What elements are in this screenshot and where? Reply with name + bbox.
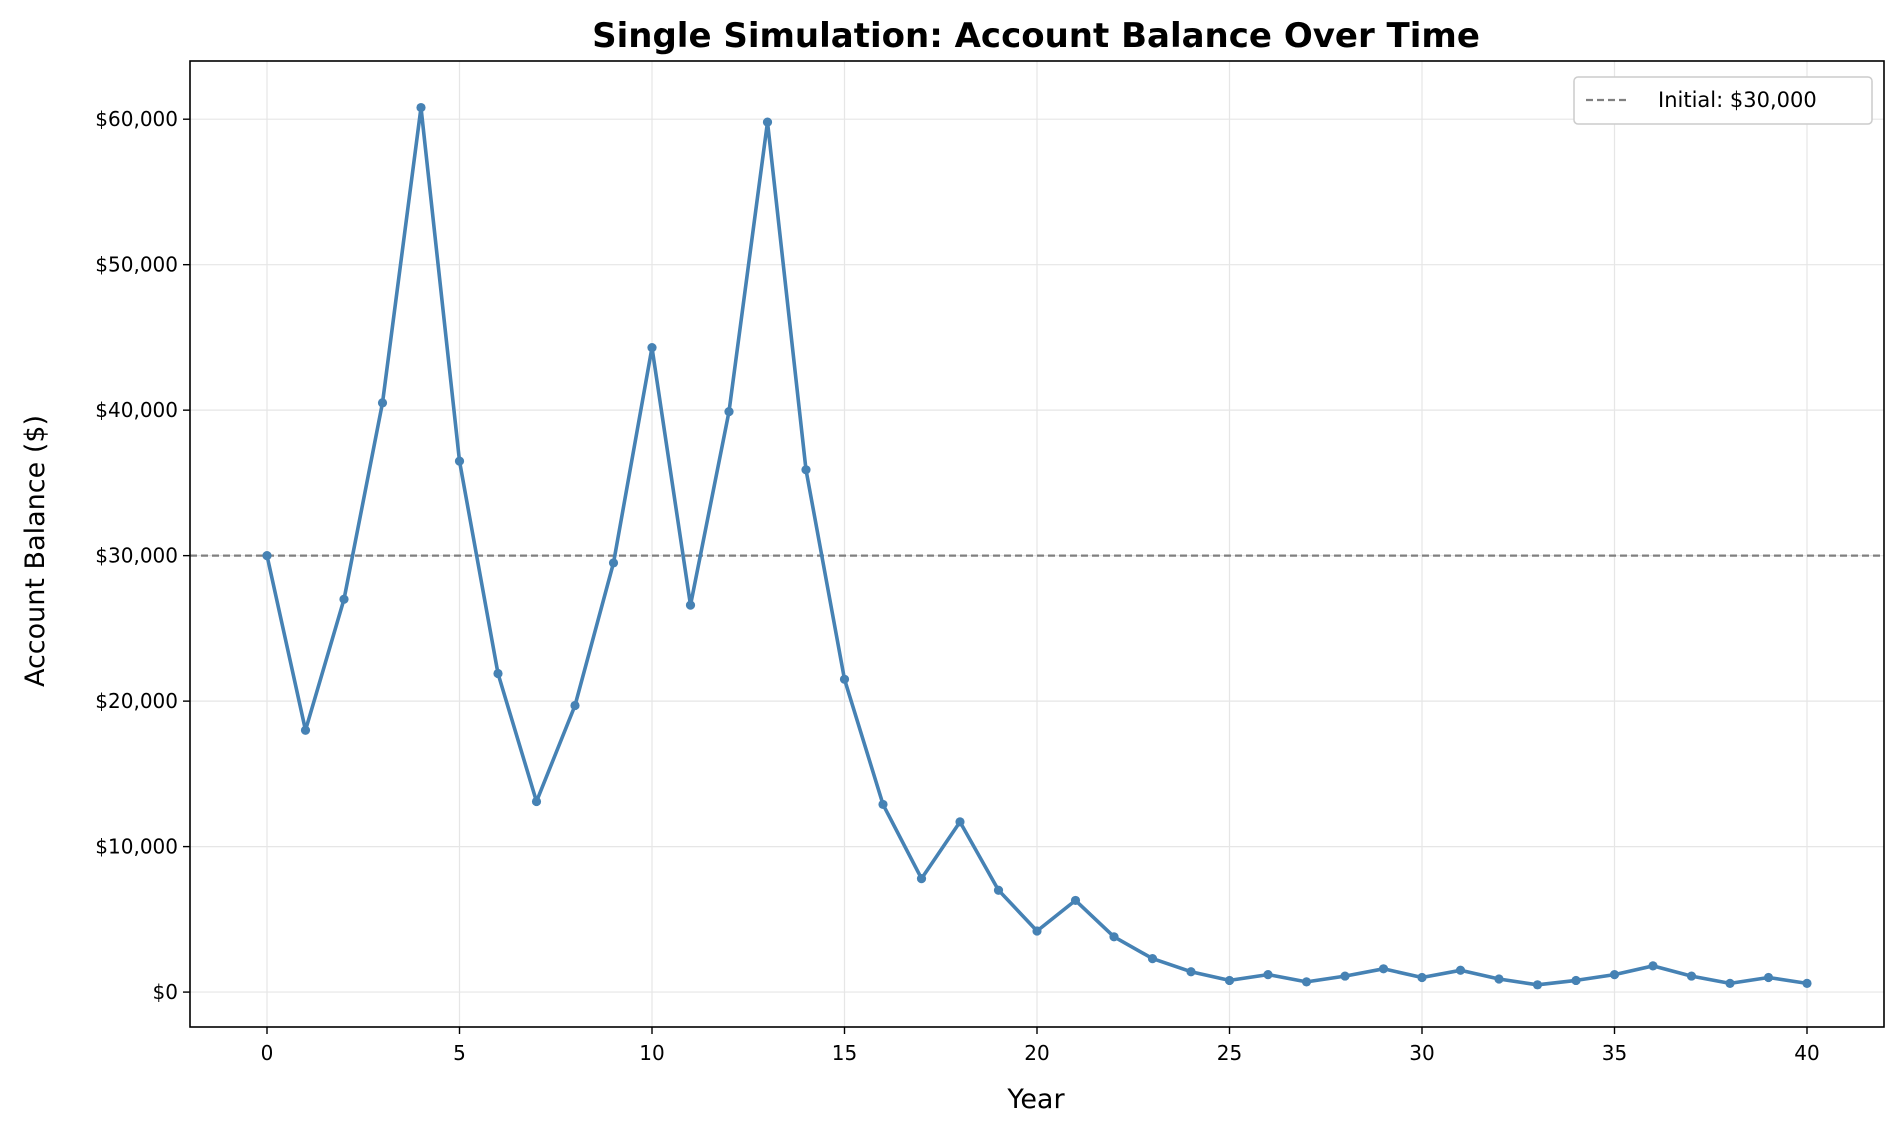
series-layer	[262, 102, 1812, 990]
data-point	[1417, 972, 1427, 983]
x-tick-label: 15	[832, 1041, 857, 1065]
data-point	[1494, 974, 1504, 984]
data-point	[878, 799, 888, 810]
data-point	[1686, 971, 1697, 981]
data-point	[647, 342, 657, 353]
x-tick-label: 30	[1409, 1041, 1434, 1065]
x-tick-label: 10	[639, 1041, 664, 1065]
y-tick-label: $30,000	[95, 544, 178, 568]
data-point	[377, 398, 388, 408]
data-point	[1070, 895, 1081, 906]
y-axis-label: Account Balance ($)	[20, 415, 51, 687]
data-point	[993, 885, 1004, 895]
x-axis-label: Year	[1006, 1084, 1065, 1115]
data-point	[1109, 932, 1119, 942]
data-point	[1186, 967, 1196, 977]
x-tick-label: 35	[1602, 1041, 1627, 1065]
axes-layer: 0 5 10 15 20 25 30 35 40 $0 $10,000 $20,000 $30,000 $…	[95, 60, 1885, 1065]
data-point	[531, 796, 542, 807]
data-point	[262, 551, 272, 561]
data-point	[724, 407, 734, 417]
data-point	[608, 558, 619, 568]
y-tick-label: $50,000	[95, 253, 178, 277]
data-point	[1340, 971, 1350, 981]
data-point	[1032, 926, 1042, 936]
y-tick-label: $40,000	[95, 398, 178, 422]
data-point	[1455, 965, 1466, 975]
x-tick-label: 40	[1794, 1041, 1819, 1065]
data-point	[300, 725, 311, 735]
data-point	[570, 700, 580, 711]
data-point	[916, 874, 927, 884]
data-point	[1571, 975, 1581, 986]
data-point	[1147, 954, 1158, 964]
data-point	[1263, 970, 1273, 980]
y-tick-label: $60,000	[95, 107, 178, 131]
data-point	[762, 117, 773, 127]
data-point	[685, 600, 696, 610]
data-point	[493, 668, 503, 679]
data-point	[1802, 978, 1812, 988]
data-point	[454, 456, 465, 466]
y-tick-label: $10,000	[95, 835, 178, 859]
data-point	[839, 674, 850, 684]
data-point	[1532, 980, 1543, 990]
legend-label: Initial: $30,000	[1658, 88, 1817, 112]
y-tick-label: $20,000	[95, 689, 178, 713]
data-point	[1763, 972, 1774, 983]
data-point	[1725, 978, 1735, 988]
data-point	[339, 594, 349, 604]
x-tick-label: 0	[261, 1041, 274, 1065]
legend-box	[1573, 76, 1873, 125]
legend: Initial: $30,000	[1573, 76, 1873, 125]
data-point	[1301, 977, 1312, 987]
data-point	[1378, 964, 1389, 974]
data-point	[801, 465, 811, 475]
data-point	[955, 817, 965, 827]
x-tick-label: 5	[453, 1041, 466, 1065]
data-point	[1224, 975, 1235, 986]
data-point	[1609, 970, 1620, 980]
chart-title: Single Simulation: Account Balance Over …	[592, 16, 1480, 56]
x-tick-label: 20	[1024, 1041, 1049, 1065]
y-tick-label: $0	[153, 980, 178, 1004]
data-point	[1648, 961, 1658, 971]
data-point	[416, 102, 426, 113]
x-tick-label: 25	[1217, 1041, 1242, 1065]
